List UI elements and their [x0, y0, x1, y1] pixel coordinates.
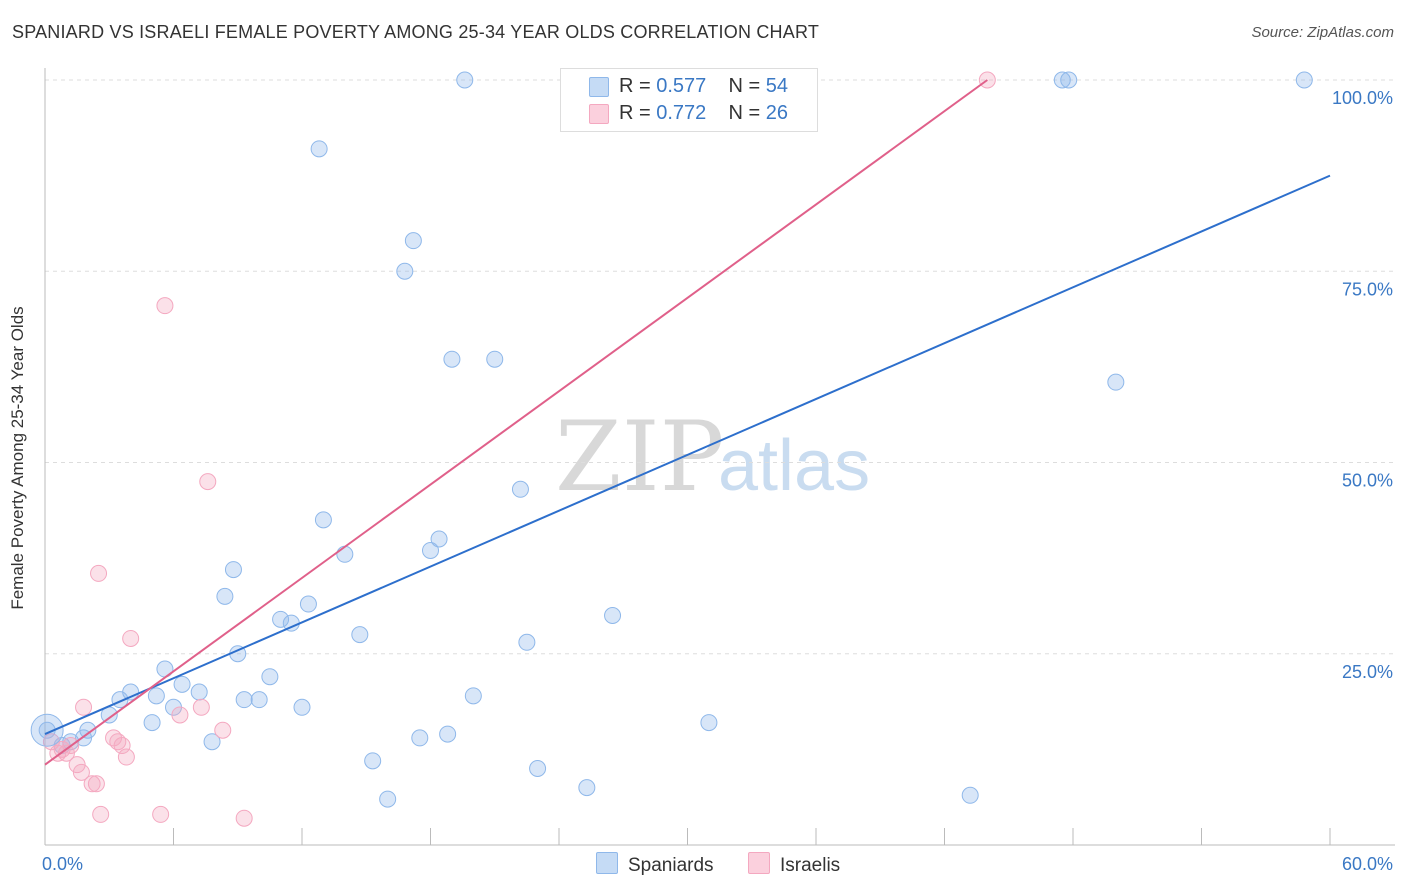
legend-row-spaniards: R = 0.577 N = 54 — [619, 75, 788, 98]
israelis-point — [68, 756, 86, 774]
spaniards-legend-label: Spaniards — [628, 855, 714, 876]
spaniards-legend-swatch — [596, 852, 618, 874]
spaniards-point — [518, 633, 536, 651]
israelis-point — [83, 775, 101, 793]
watermark-atlas: atlas — [718, 426, 870, 506]
israelis-point — [152, 805, 170, 823]
spaniards-point — [147, 687, 165, 705]
spaniards-swatch — [589, 77, 609, 97]
spaniards-point — [443, 350, 461, 368]
spaniards-point — [1060, 71, 1078, 89]
spaniards-point — [143, 714, 161, 732]
spaniards-trend-line — [44, 174, 1331, 735]
spaniards-point — [604, 607, 622, 624]
y-tick-label: 25.0% — [1342, 662, 1393, 682]
r-value: 0.772 — [656, 102, 707, 124]
r-label: R = — [619, 75, 651, 97]
spaniards-point — [224, 561, 242, 579]
spaniards-point — [422, 541, 439, 559]
israelis-swatch — [589, 104, 609, 124]
spaniards-point — [961, 786, 979, 804]
spaniards-point — [486, 350, 504, 368]
israelis-point — [235, 809, 253, 827]
spaniards-point — [235, 691, 253, 709]
spaniards-point — [314, 511, 332, 529]
israelis-point — [171, 706, 189, 724]
stats-legend: R = 0.577 N = 54 R = 0.772 N = 26 — [560, 68, 818, 132]
spaniards-point — [203, 733, 221, 751]
israelis-point — [214, 721, 232, 739]
spaniards-point — [411, 729, 429, 747]
israelis-point — [117, 748, 135, 766]
spaniards-point — [379, 790, 397, 808]
spaniards-point — [250, 691, 268, 709]
israelis-point — [192, 698, 210, 716]
israelis-point — [75, 698, 93, 716]
israelis-point — [90, 564, 108, 582]
source-label: Source: ZipAtlas.com — [1251, 24, 1394, 41]
israelis-point — [113, 737, 131, 755]
spaniards-point — [511, 480, 529, 498]
legend-item-spaniards: Spaniards — [596, 852, 714, 877]
spaniards-point — [310, 140, 328, 158]
spaniards-point — [299, 595, 317, 613]
spaniards-point — [1107, 373, 1125, 391]
spaniards-point — [173, 675, 191, 693]
y-tick-label: 50.0% — [1342, 471, 1393, 491]
chart-title: SPANIARD VS ISRAELI FEMALE POVERTY AMONG… — [12, 22, 820, 42]
israelis-legend-label: Israelis — [780, 855, 841, 876]
spaniards-point — [464, 687, 482, 705]
spaniards-point — [216, 587, 234, 605]
israelis-point — [72, 763, 90, 781]
israelis-point — [87, 775, 105, 793]
n-label: N = — [728, 75, 761, 97]
legend-row-israelis: R = 0.772 N = 26 — [619, 102, 788, 125]
israelis-legend-swatch — [748, 852, 770, 874]
spaniards-point — [396, 262, 414, 280]
spaniards-point — [456, 71, 474, 89]
spaniards-point — [336, 545, 354, 563]
spaniards-point — [700, 714, 718, 732]
n-label: N = — [728, 102, 761, 124]
r-label: R = — [619, 102, 651, 124]
spaniards-point — [351, 626, 369, 644]
spaniards-point — [529, 760, 547, 777]
r-value: 0.577 — [656, 75, 707, 97]
x-tick-label: 60.0% — [1342, 854, 1393, 874]
spaniards-point — [364, 752, 382, 770]
spaniards-point — [578, 779, 596, 797]
legend-item-israelis: Israelis — [748, 852, 840, 877]
watermark-zip: ZIP — [555, 401, 724, 513]
spaniards-point — [439, 725, 457, 743]
spaniards-point — [430, 530, 448, 548]
spaniards-point — [190, 683, 208, 701]
y-tick-label: 75.0% — [1342, 279, 1393, 299]
israelis-trend-line — [44, 79, 988, 766]
israelis-point — [122, 629, 140, 647]
spaniards-point — [404, 232, 422, 250]
x-tick-label: 0.0% — [42, 854, 83, 874]
israelis-point — [57, 744, 75, 762]
spaniards-point — [261, 668, 279, 686]
spaniards-point — [79, 721, 97, 739]
israelis-point — [92, 805, 110, 823]
spaniards-point — [293, 698, 311, 716]
spaniards-point-large — [30, 713, 64, 747]
israelis-point — [156, 297, 174, 315]
n-value: 26 — [765, 102, 789, 124]
israelis-point — [199, 473, 217, 491]
spaniards-point — [1295, 71, 1313, 89]
spaniards-point — [272, 610, 290, 628]
y-tick-label: 100.0% — [1332, 88, 1393, 108]
spaniards-point — [1053, 71, 1071, 89]
n-value: 54 — [765, 75, 789, 97]
